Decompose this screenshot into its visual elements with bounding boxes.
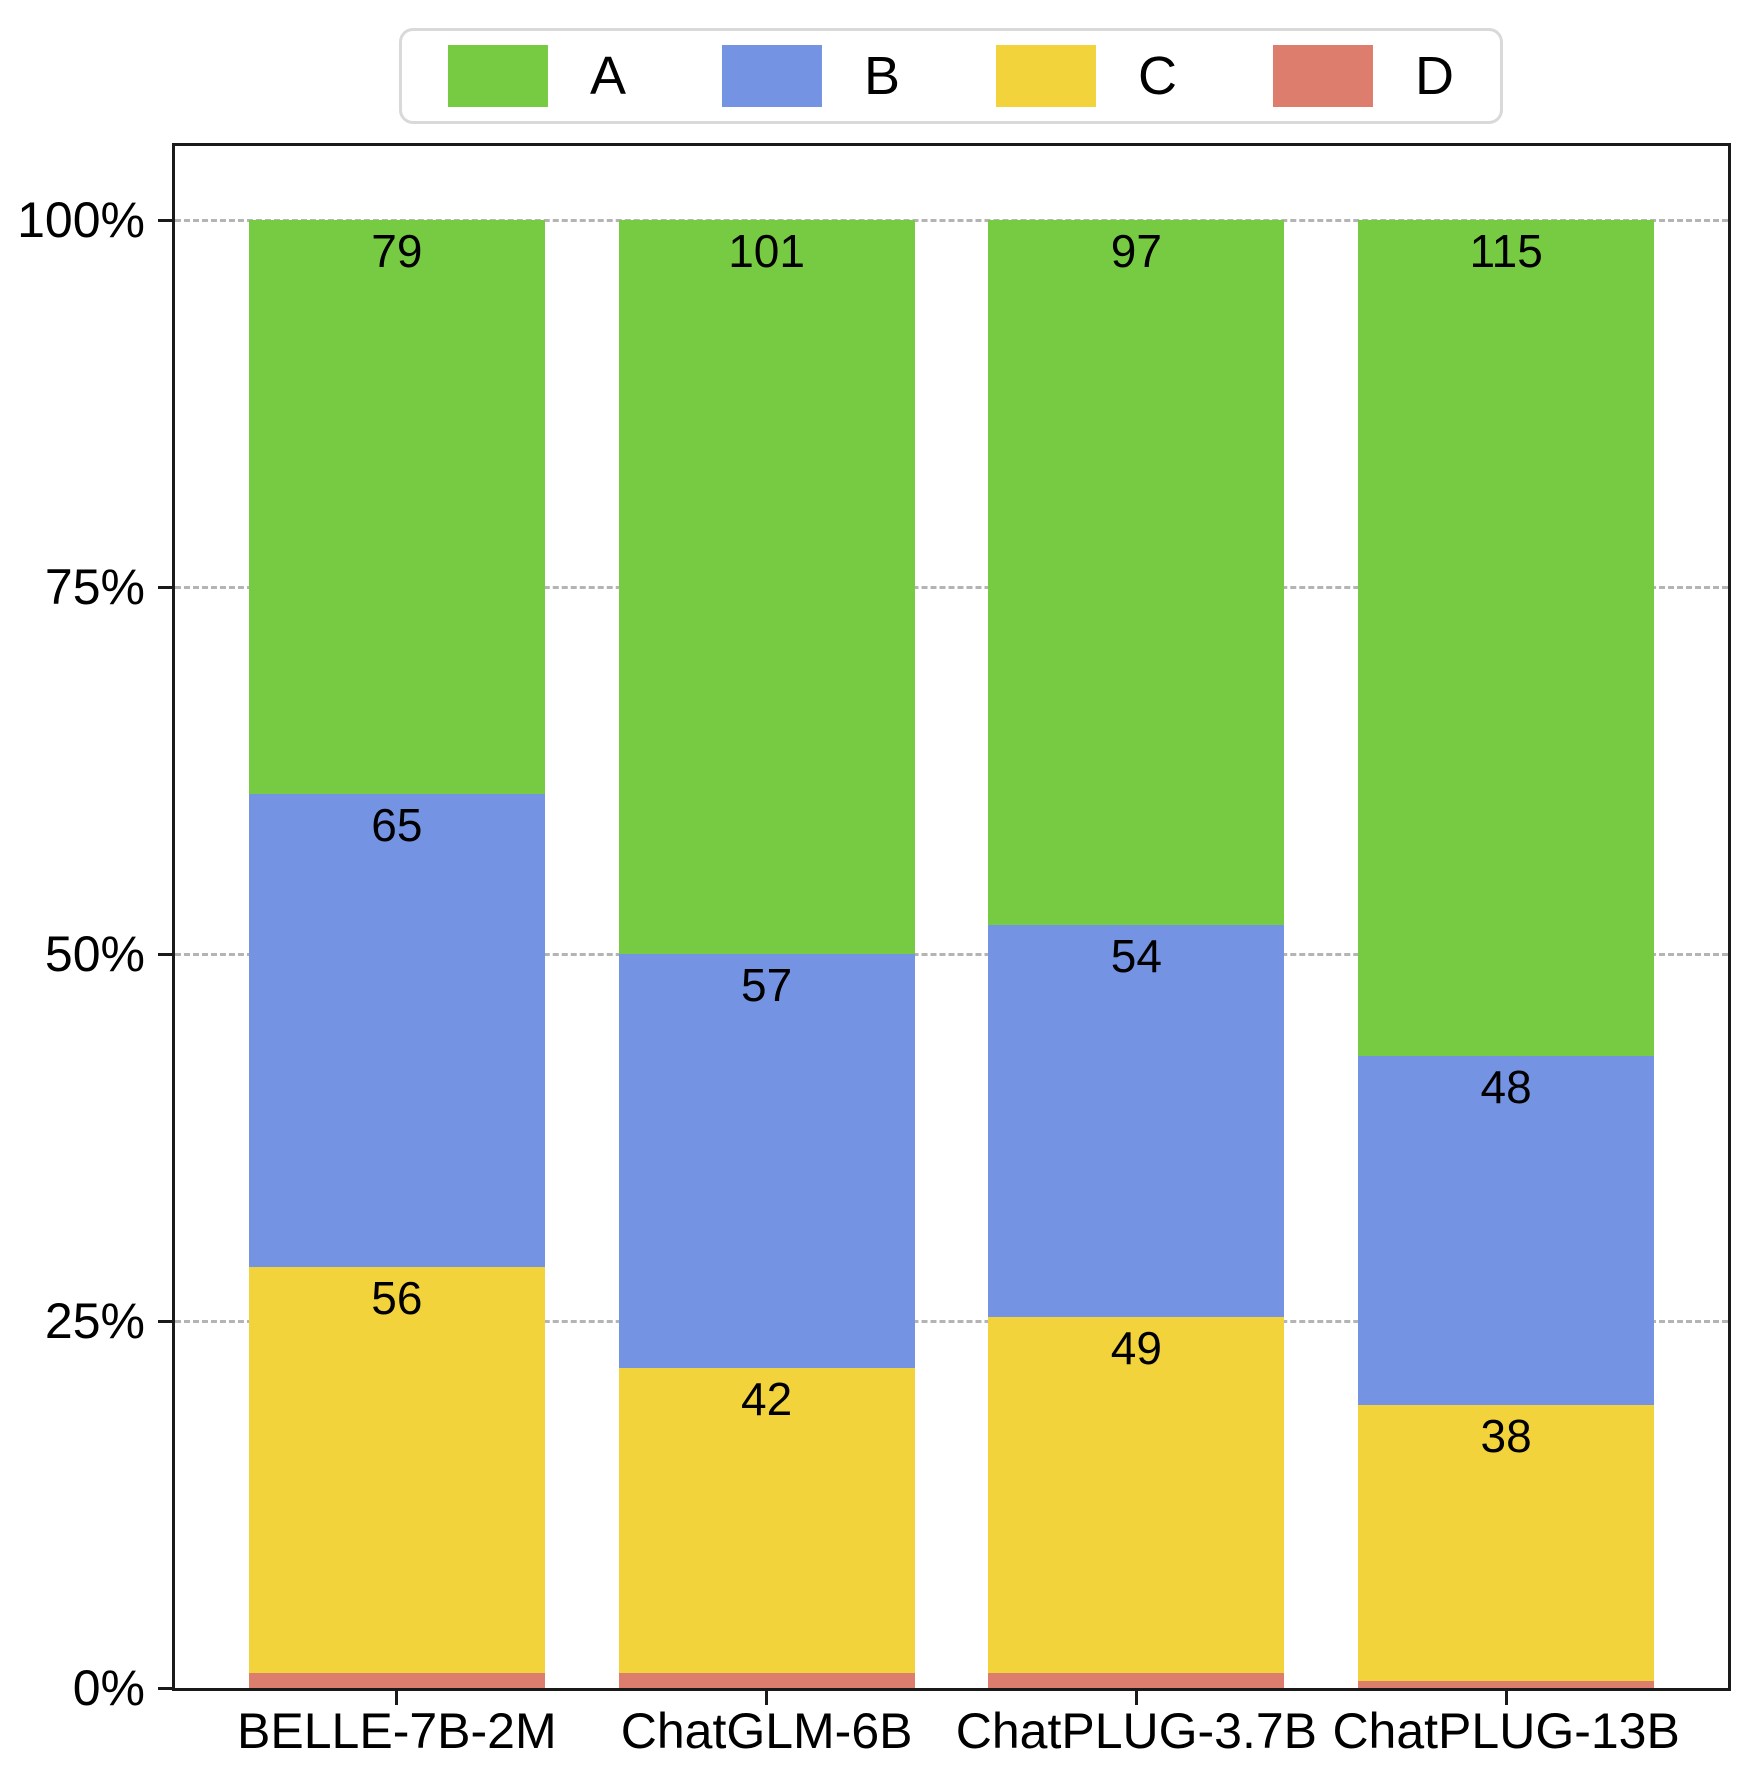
gridline-100 — [175, 218, 1728, 222]
segment-B-ChatPLUG-13B: 48 — [1358, 1055, 1655, 1405]
value-label-B-ChatPLUG-3.7B: 54 — [1110, 929, 1162, 982]
segment-B-ChatGLM-6B: 57 — [618, 954, 915, 1369]
legend-label-C: C — [1138, 46, 1178, 106]
y-tick-mark-100 — [158, 218, 175, 222]
value-label-B-ChatGLM-6B: 57 — [741, 959, 793, 1012]
legend-label-B: B — [864, 46, 901, 106]
gridline-25 — [175, 1319, 1728, 1323]
x-tick-mark-2 — [1134, 1688, 1138, 1705]
segment-D-ChatPLUG-3.7B: 2 — [988, 1624, 1285, 1688]
segment-A-ChatGLM-6B: 101 — [618, 220, 915, 954]
segment-A-BELLE-7B-2M: 79 — [248, 220, 545, 795]
bar-ChatGLM-6B: 2 42 57 101 — [618, 146, 915, 1688]
legend-swatch-A — [447, 45, 548, 107]
value-label-C-ChatPLUG-3.7B: 49 — [1110, 1322, 1162, 1375]
y-tick-label-0: 0% — [72, 1660, 145, 1716]
segment-D-ChatGLM-6B: 2 — [618, 1624, 915, 1688]
y-tick-mark-0 — [158, 1686, 175, 1690]
value-label-C-ChatGLM-6B: 42 — [741, 1373, 793, 1426]
segment-C-ChatPLUG-3.7B: 49 — [988, 1317, 1285, 1674]
y-tick-label-25: 25% — [44, 1293, 145, 1349]
value-label-A-BELLE-7B-2M: 79 — [371, 225, 423, 278]
legend-item-D: D — [1273, 45, 1454, 107]
legend-swatch-D — [1273, 45, 1374, 107]
y-tick-mark-50 — [158, 952, 175, 956]
legend-item-B: B — [722, 45, 900, 107]
value-label-B-ChatPLUG-13B: 48 — [1480, 1060, 1532, 1113]
y-tick-mark-25 — [158, 1319, 175, 1323]
value-label-C-BELLE-7B-2M: 56 — [371, 1271, 423, 1324]
legend: A B C D — [398, 28, 1504, 124]
y-tick-label-50: 50% — [44, 926, 145, 982]
y-tick-label-75: 75% — [44, 559, 145, 615]
legend-swatch-B — [722, 45, 822, 107]
segment-A-ChatPLUG-13B: 115 — [1358, 220, 1655, 1056]
legend-label-A: A — [589, 46, 626, 106]
bar-BELLE-7B-2M: 2 56 65 79 — [248, 146, 545, 1688]
gridline-50 — [175, 952, 1728, 956]
segment-D-ChatPLUG-13B: 1 — [1358, 1632, 1655, 1688]
bar-ChatPLUG-13B: 1 38 48 115 — [1358, 146, 1655, 1688]
x-tick-mark-3 — [1504, 1688, 1508, 1705]
value-label-B-BELLE-7B-2M: 65 — [371, 799, 423, 852]
legend-item-A: A — [447, 45, 626, 107]
legend-swatch-C — [996, 45, 1097, 107]
x-tick-label-3: ChatPLUG-13B — [1332, 1703, 1680, 1759]
gridline-75 — [175, 585, 1728, 589]
segment-A-ChatPLUG-3.7B: 97 — [988, 220, 1285, 925]
segment-C-ChatPLUG-13B: 38 — [1358, 1404, 1655, 1681]
legend-item-C: C — [996, 45, 1177, 107]
plot-area: 0% 25% 50% 75% 100% 2 56 65 79 BELLE-7B-2M 2 42 57 10… — [17, 143, 1731, 1759]
x-tick-label-1: ChatGLM-6B — [620, 1703, 913, 1759]
x-tick-mark-1 — [765, 1688, 769, 1705]
x-tick-mark-0 — [395, 1688, 399, 1705]
segment-B-ChatPLUG-3.7B: 54 — [988, 924, 1285, 1318]
y-tick-mark-75 — [158, 585, 175, 589]
segment-B-BELLE-7B-2M: 65 — [248, 794, 545, 1267]
segment-C-BELLE-7B-2M: 56 — [248, 1266, 545, 1674]
value-label-A-ChatPLUG-13B: 115 — [1469, 225, 1543, 278]
segment-C-ChatGLM-6B: 42 — [618, 1368, 915, 1674]
y-tick-label-100: 100% — [17, 192, 145, 248]
segment-D-BELLE-7B-2M: 2 — [248, 1624, 545, 1688]
value-label-A-ChatPLUG-3.7B: 97 — [1110, 225, 1162, 278]
legend-label-D: D — [1415, 46, 1455, 106]
bar-ChatPLUG-3.7B: 2 49 54 97 — [988, 146, 1285, 1688]
value-label-C-ChatPLUG-13B: 38 — [1480, 1409, 1532, 1462]
x-tick-label-0: BELLE-7B-2M — [237, 1703, 557, 1759]
value-label-A-ChatGLM-6B: 101 — [728, 225, 805, 277]
x-tick-label-2: ChatPLUG-3.7B — [955, 1703, 1318, 1759]
